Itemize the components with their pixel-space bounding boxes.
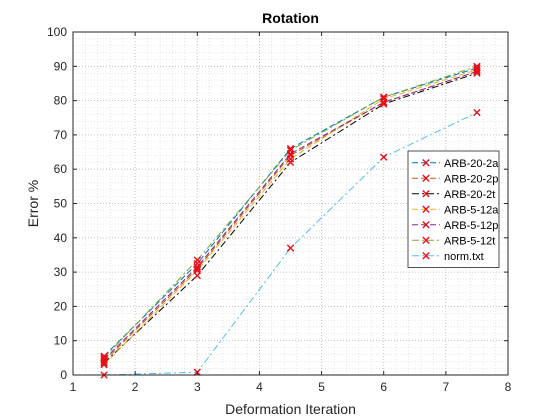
- legend-label: ARB-20-2a: [444, 158, 499, 170]
- marker-stroke: [422, 252, 430, 260]
- legend-item: ARB-20-2t: [412, 189, 495, 201]
- legend-item: ARB-20-2a: [412, 158, 499, 170]
- data-point: [473, 62, 481, 70]
- y-tick-label: 60: [54, 162, 68, 176]
- data-point: [380, 93, 388, 101]
- legend-label: norm.txt: [444, 251, 484, 263]
- y-tick-label: 70: [54, 128, 68, 142]
- legend-marker: [422, 174, 430, 182]
- legend: ARB-20-2a ARB-20-2p ARB-20-2t ARB-5-12a ARB-…: [407, 150, 500, 268]
- y-tick-label: 30: [54, 265, 68, 279]
- legend-item: ARB-5-12p: [412, 220, 498, 232]
- data-point: [473, 108, 481, 117]
- marker-stroke: [422, 174, 430, 182]
- marker-stroke: [100, 354, 108, 362]
- marker-stroke: [100, 355, 108, 364]
- x-tick-label: 4: [256, 380, 263, 394]
- y-tick-label: 90: [54, 59, 68, 73]
- x-tick-label: 3: [194, 380, 201, 394]
- data-point: [193, 256, 201, 264]
- y-tick-label: 10: [54, 334, 68, 348]
- marker-stroke: [193, 263, 201, 271]
- y-tick-label: 20: [54, 299, 68, 313]
- legend-item: ARB-20-2p: [412, 173, 498, 185]
- y-tick-label: 100: [47, 25, 67, 39]
- marker-stroke: [193, 256, 201, 264]
- series-line: [103, 65, 478, 359]
- series-line: [103, 70, 478, 360]
- data-point: [380, 153, 388, 161]
- y-tick-label: 80: [54, 94, 68, 108]
- data-point: [193, 263, 201, 271]
- legend-marker: [422, 236, 430, 244]
- chart-title: Rotation: [262, 10, 319, 26]
- series-line: [104, 112, 478, 376]
- data-point: [100, 355, 108, 364]
- legend-item: ARB-5-12t: [412, 235, 495, 247]
- data-point: [286, 146, 295, 155]
- data-point: [100, 354, 108, 362]
- marker-stroke: [473, 62, 481, 70]
- legend-marker: [422, 190, 430, 198]
- marker-stroke: [286, 146, 295, 155]
- marker-stroke: [422, 190, 430, 198]
- legend-label: ARB-20-2t: [444, 189, 495, 201]
- legend-item: ARB-5-12a: [412, 204, 499, 216]
- legend-marker: [422, 159, 430, 167]
- marker-stroke: [422, 159, 430, 167]
- y-axis-label: Error %: [25, 180, 41, 227]
- x-tick-label: 8: [505, 380, 512, 394]
- y-tick-label: 50: [54, 197, 68, 211]
- x-tick-label: 6: [380, 380, 387, 394]
- marker-stroke: [422, 221, 430, 229]
- series-layer: [100, 62, 481, 379]
- x-tick-label: 1: [70, 380, 77, 394]
- legend-label: ARB-5-12a: [444, 204, 499, 216]
- legend-label: ARB-20-2p: [444, 173, 498, 185]
- major-grid: [72, 31, 509, 376]
- marker-stroke: [193, 264, 201, 273]
- legend-label: ARB-5-12t: [444, 235, 495, 247]
- legend-marker: [422, 252, 430, 260]
- marker-stroke: [422, 236, 430, 244]
- marker-stroke: [380, 153, 388, 161]
- data-point: [286, 244, 295, 252]
- x-tick-label: 7: [443, 380, 450, 394]
- marker-stroke: [422, 205, 430, 213]
- y-tick-label: 0: [60, 368, 67, 382]
- x-axis-label: Deformation Iteration: [225, 401, 356, 417]
- marker-stroke: [380, 93, 388, 101]
- marker-stroke: [286, 244, 295, 252]
- legend-box: [407, 150, 500, 268]
- marker-stroke: [473, 108, 481, 117]
- legend-label: ARB-5-12p: [444, 220, 498, 232]
- legend-marker: [422, 221, 430, 229]
- legend-marker: [422, 205, 430, 213]
- x-tick-label: 2: [132, 380, 139, 394]
- legend-item: norm.txt: [412, 251, 484, 263]
- data-point: [193, 264, 201, 273]
- y-tick-label: 40: [54, 231, 68, 245]
- x-tick-label: 5: [318, 380, 325, 394]
